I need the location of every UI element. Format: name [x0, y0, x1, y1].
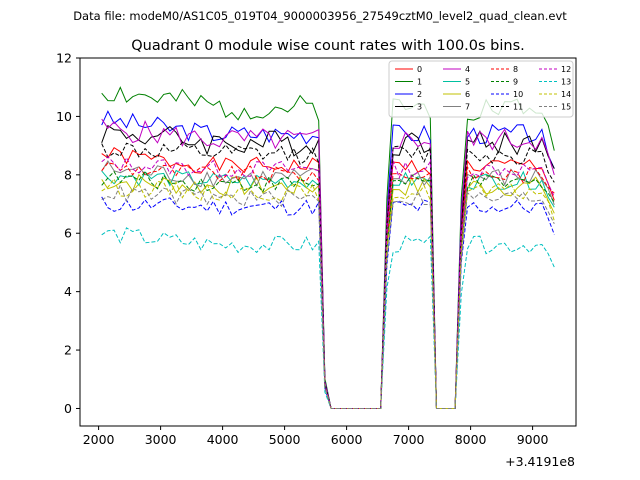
series-layer [101, 86, 555, 409]
x-tick-label: 3000 [145, 432, 177, 447]
legend-label-5: 5 [465, 78, 470, 87]
legend-label-12: 12 [561, 65, 571, 74]
legend-label-13: 13 [561, 78, 571, 87]
series-line-5 [101, 169, 555, 409]
series-line-10 [101, 196, 555, 409]
plot-frame [79, 57, 577, 427]
series-line-4 [101, 118, 555, 409]
y-tick-label: 6 [64, 226, 72, 241]
x-tick-label: 2000 [83, 432, 115, 447]
legend-label-4: 4 [465, 65, 470, 74]
x-tick-label: 4000 [207, 432, 239, 447]
series-line-14 [101, 177, 555, 409]
legend-label-6: 6 [465, 90, 470, 99]
series-line-15 [101, 184, 555, 409]
series-line-1 [101, 86, 555, 409]
legend-label-1: 1 [417, 78, 422, 87]
y-tick-label: 4 [64, 284, 72, 299]
series-line-0 [101, 147, 555, 409]
x-offset-label: +3.4191e8 [505, 454, 575, 469]
x-tick-label: 8000 [455, 432, 487, 447]
legend-label-11: 11 [513, 103, 523, 112]
legend-label-15: 15 [561, 103, 571, 112]
y-tick-label: 8 [64, 167, 72, 182]
legend-label-3: 3 [417, 103, 422, 112]
series-line-2 [101, 110, 555, 409]
x-tick-label: 6000 [331, 432, 363, 447]
series-line-6 [101, 173, 555, 409]
legend-label-0: 0 [417, 65, 422, 74]
legend-box [388, 60, 574, 118]
y-tick-label: 0 [64, 401, 72, 416]
legend-label-10: 10 [513, 90, 523, 99]
legend-label-14: 14 [561, 90, 571, 99]
y-tick-label: 12 [56, 51, 72, 66]
legend-label-9: 9 [513, 78, 518, 87]
x-tick-label: 9000 [517, 432, 549, 447]
legend-label-7: 7 [465, 103, 470, 112]
x-tick-label: 7000 [393, 432, 425, 447]
chart-suptitle: Data file: modeM0/AS1C05_019T04_90000039… [73, 9, 567, 23]
legend-label-8: 8 [513, 65, 518, 74]
y-tick-label: 2 [64, 343, 72, 358]
x-tick-label: 5000 [269, 432, 301, 447]
chart-title: Quadrant 0 module wise count rates with … [131, 38, 525, 54]
series-line-8 [101, 162, 555, 409]
series-line-9 [101, 170, 555, 409]
y-tick-label: 10 [56, 109, 72, 124]
axes-layer: 2000 3000 4000 5000 6000 7000 8000 900002468101… [56, 51, 548, 448]
series-line-13 [101, 227, 555, 409]
series-line-3 [101, 124, 555, 409]
legend-label-2: 2 [417, 90, 422, 99]
